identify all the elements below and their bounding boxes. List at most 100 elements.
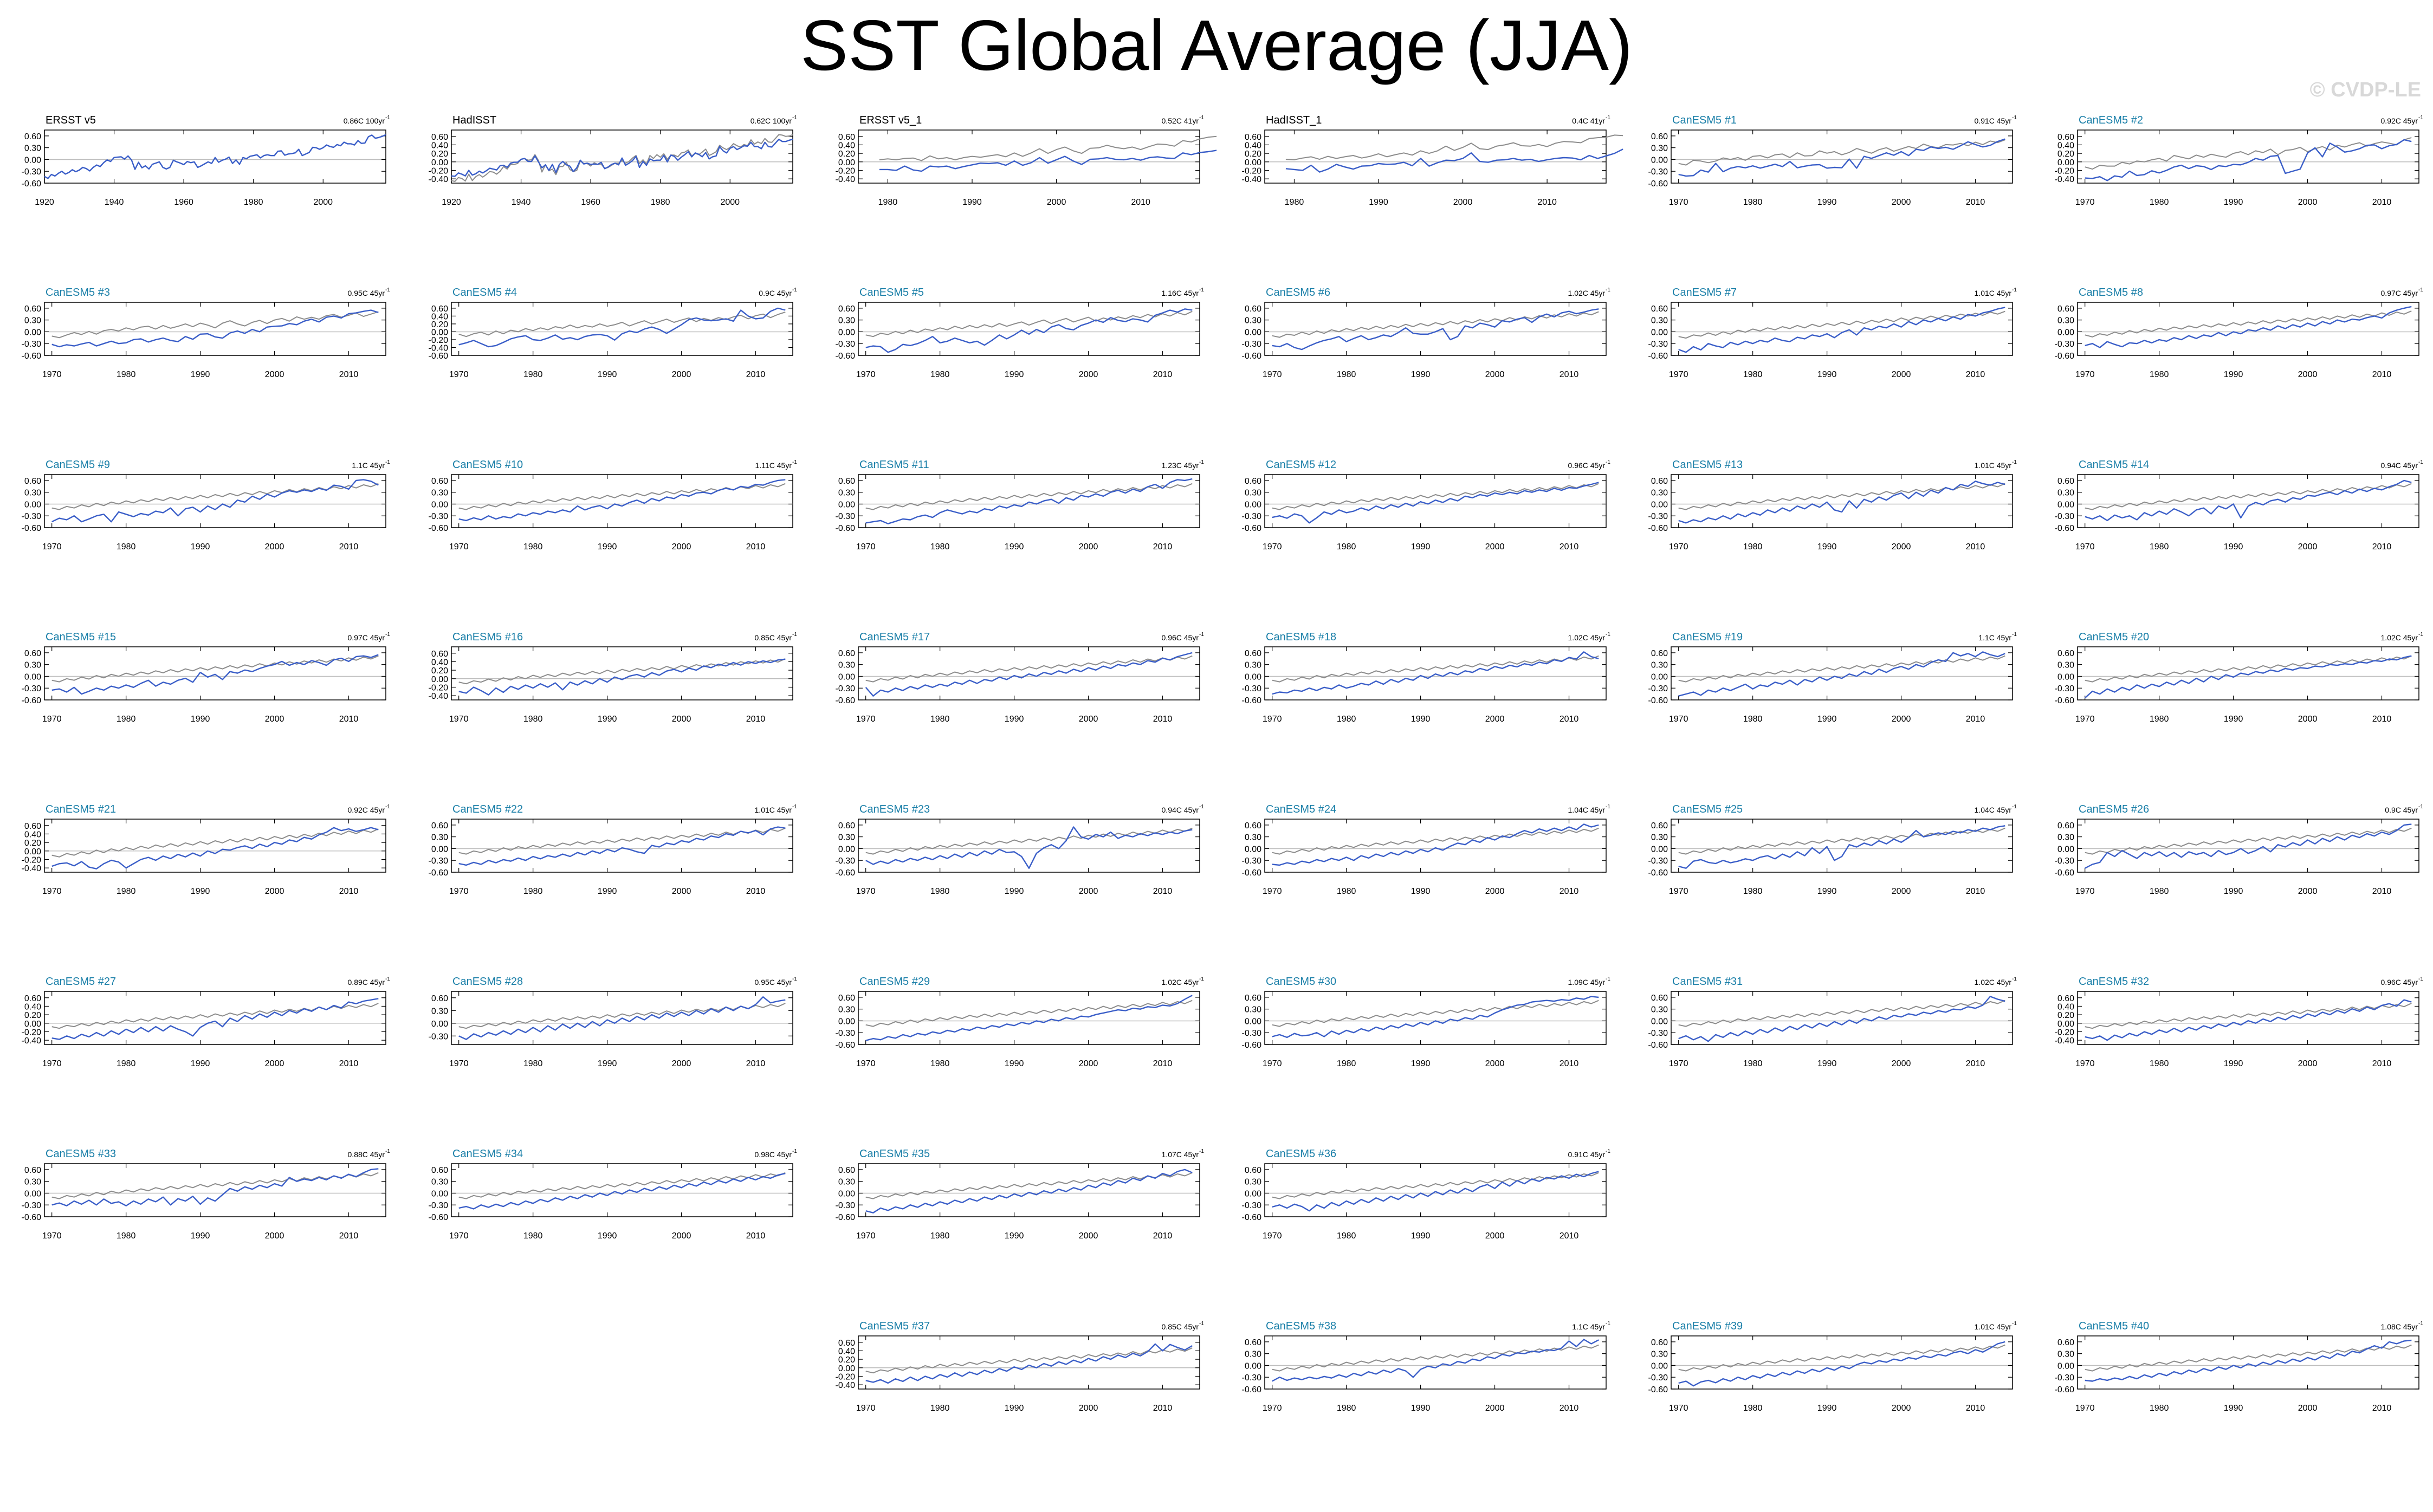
y-tick-label: 0.20 xyxy=(431,320,448,329)
x-tick-label: 2010 xyxy=(1153,1231,1173,1241)
x-tick-label: 2000 xyxy=(1453,198,1473,207)
y-tick-label: 0.00 xyxy=(1245,672,1261,682)
x-tick-label: 2010 xyxy=(1153,1404,1173,1413)
x-tick-label: 1970 xyxy=(1263,542,1282,551)
x-tick-label: 1990 xyxy=(191,370,210,379)
x-tick-label: 1990 xyxy=(962,198,982,207)
y-tick-label: -0.60 xyxy=(429,524,449,533)
reference-series-line xyxy=(458,1003,786,1029)
y-tick-label: -0.30 xyxy=(22,167,42,177)
trend-superscript: -1 xyxy=(1606,632,1610,638)
x-tick-label: 2000 xyxy=(1079,715,1098,724)
x-tick-label: 1980 xyxy=(2150,198,2169,207)
panel-title: CanESM5 #18 xyxy=(1266,631,1336,643)
trend-label: 0.96C 45yr xyxy=(1162,633,1199,642)
series-line xyxy=(1678,307,2005,353)
y-tick-label: -0.40 xyxy=(1242,175,1262,184)
series-line xyxy=(2085,139,2412,181)
x-tick-label: 1970 xyxy=(1263,1231,1282,1241)
y-tick-label: -0.60 xyxy=(1648,1041,1668,1050)
series-line xyxy=(865,1343,1193,1384)
x-tick-label: 1970 xyxy=(856,715,876,724)
plot-frame xyxy=(1671,129,2013,184)
y-tick-label: 0.30 xyxy=(1245,316,1261,326)
x-tick-label: 1990 xyxy=(1817,542,1837,551)
x-tick-label: 1980 xyxy=(1285,198,1304,207)
series-line xyxy=(1272,651,1599,695)
y-tick-label: 0.30 xyxy=(1245,1350,1261,1359)
panel-title: CanESM5 #9 xyxy=(46,459,110,471)
y-tick-label: 0.00 xyxy=(24,1189,41,1198)
y-tick-label: -0.60 xyxy=(1648,868,1668,878)
x-tick-label: 1990 xyxy=(2224,1059,2243,1068)
y-tick-label: 0.60 xyxy=(2057,649,2074,658)
y-tick-label: -0.60 xyxy=(1242,1041,1262,1050)
x-tick-label: 2000 xyxy=(1485,1059,1505,1068)
y-tick-label: 0.60 xyxy=(1651,132,1668,141)
x-tick-label: 1970 xyxy=(856,1404,876,1413)
y-tick-label: -0.30 xyxy=(2055,340,2075,349)
y-tick-label: -0.60 xyxy=(429,1213,449,1222)
series-line xyxy=(865,826,1193,869)
x-tick-label: 1990 xyxy=(1411,370,1431,379)
x-tick-label: 2000 xyxy=(265,715,284,724)
y-tick-label: -0.60 xyxy=(1242,524,1262,533)
plot-frame xyxy=(1671,474,2013,528)
chart-panel: CanESM5 #26 0.9C 45yr -1 0.60 0.30 0.00 -0.30 -… xyxy=(2055,803,2424,896)
trend-label: 0.94C 45yr xyxy=(1162,806,1199,814)
trend-label: 1.02C 45yr xyxy=(1568,633,1606,642)
plot-frame xyxy=(1264,302,1607,356)
x-tick-label: 1990 xyxy=(191,542,210,551)
trend-superscript: -1 xyxy=(2418,459,2423,465)
trend-superscript: -1 xyxy=(1199,632,1204,638)
x-tick-label: 2010 xyxy=(1560,1059,1579,1068)
chart-panel: CanESM5 #23 0.94C 45yr -1 0.60 0.30 0.00 -0.30… xyxy=(836,803,1205,896)
panel-title: ERSST v5_1 xyxy=(859,114,922,126)
trend-superscript: -1 xyxy=(2418,115,2423,121)
x-tick-label: 2010 xyxy=(2372,370,2392,379)
reference-series-line xyxy=(2085,1344,2412,1372)
y-tick-label: 0.60 xyxy=(431,133,448,142)
page-title: SST Global Average (JJA) xyxy=(800,5,1633,85)
plot-frame xyxy=(451,991,793,1045)
panel-title: CanESM5 #23 xyxy=(859,803,930,815)
y-tick-label: 0.60 xyxy=(431,477,448,486)
y-tick-label: 0.00 xyxy=(24,847,41,856)
x-tick-label: 1970 xyxy=(2075,1404,2095,1413)
y-tick-label: 0.00 xyxy=(1651,500,1668,509)
x-tick-label: 2010 xyxy=(339,887,359,896)
trend-label: 0.91C 45yr xyxy=(1568,1150,1606,1159)
y-tick-label: -0.20 xyxy=(1242,166,1262,176)
y-tick-label: 0.00 xyxy=(431,675,448,684)
trend-label: 0.89C 45yr xyxy=(348,978,385,987)
panel-title: CanESM5 #31 xyxy=(1672,976,1743,988)
y-tick-label: 0.00 xyxy=(2057,1020,2074,1029)
x-tick-label: 1970 xyxy=(1669,887,1688,896)
chart-panel: CanESM5 #29 1.02C 45yr -1 0.60 0.30 0.00 -0.30… xyxy=(836,976,1205,1068)
x-tick-label: 1980 xyxy=(244,198,263,207)
y-tick-label: -0.60 xyxy=(1242,1213,1262,1222)
x-tick-label: 1980 xyxy=(1337,1404,1356,1413)
y-tick-label: -0.40 xyxy=(429,175,449,184)
x-tick-label: 2010 xyxy=(339,715,359,724)
x-tick-label: 2000 xyxy=(265,1231,284,1241)
y-tick-label: 0.60 xyxy=(2057,1338,2074,1347)
plot-frame xyxy=(2077,646,2419,700)
series-line xyxy=(51,479,379,523)
y-tick-label: 0.60 xyxy=(838,821,855,830)
trend-label: 0.85C 45yr xyxy=(1162,1322,1199,1331)
series-line xyxy=(865,995,1193,1041)
reference-series-line xyxy=(51,828,379,858)
x-tick-label: 2000 xyxy=(265,542,284,551)
trend-superscript: -1 xyxy=(1606,287,1610,293)
chart-panel: CanESM5 #36 0.91C 45yr -1 0.60 0.30 0.00 -0.30… xyxy=(1242,1148,1611,1241)
y-tick-label: 0.30 xyxy=(24,1178,41,1187)
y-tick-label: 0.40 xyxy=(1245,141,1261,150)
y-tick-label: 0.30 xyxy=(838,489,855,498)
panel-title: CanESM5 #40 xyxy=(2079,1320,2149,1332)
plot-frame xyxy=(2077,129,2419,184)
y-tick-label: 0.00 xyxy=(431,158,448,167)
y-tick-label: 0.60 xyxy=(1245,304,1261,314)
trend-superscript: -1 xyxy=(2418,804,2423,810)
